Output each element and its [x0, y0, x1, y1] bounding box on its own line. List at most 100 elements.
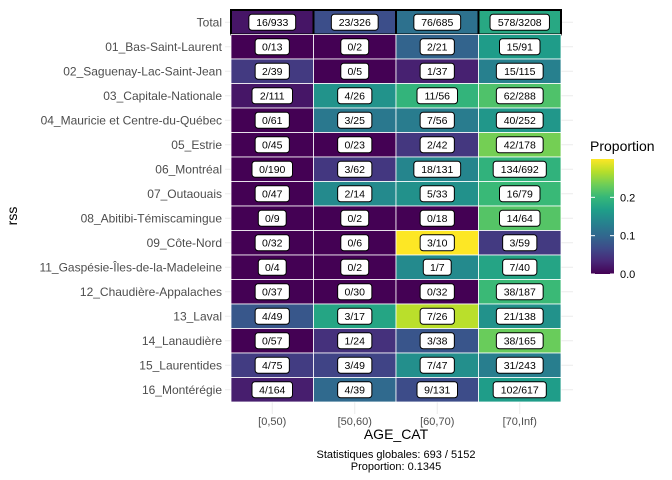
cell-label: 0/190 — [259, 164, 285, 176]
cell-label-box — [495, 136, 544, 154]
cell-label-box — [340, 258, 370, 276]
cell-label-box — [419, 38, 455, 56]
legend-tick-label: 0.1 — [620, 231, 635, 243]
cell-label: 31/243 — [504, 360, 536, 372]
cell-label: 0/23 — [345, 140, 366, 152]
cell-label: 7/26 — [427, 311, 448, 323]
cell-label: 1/37 — [427, 66, 448, 78]
cell-label-box — [416, 87, 458, 105]
cell-label-box — [499, 209, 541, 227]
cell-label: 0/37 — [262, 287, 283, 299]
cell-label-box — [340, 234, 370, 252]
cell-label-box — [495, 87, 544, 105]
y-tick-label: 09_Côte-Nord — [147, 236, 222, 250]
cell-label: 0/61 — [262, 115, 283, 127]
cell-label: 0/9 — [265, 213, 280, 225]
cell-label: 38/187 — [504, 287, 536, 299]
cell-label: 4/49 — [262, 311, 283, 323]
y-axis-title: rss — [4, 207, 20, 226]
cell-label-box — [499, 38, 541, 56]
cell-label: 4/39 — [345, 385, 366, 397]
y-tick-label: 13_Laval — [173, 309, 222, 323]
cell-label: 0/2 — [347, 213, 362, 225]
cell-label: 3/10 — [427, 238, 448, 250]
cell-label: 7/47 — [427, 360, 448, 372]
x-tick-labels: [0,50) [50,60) [60,70) [70,Inf) — [258, 416, 537, 428]
cell-label: 3/25 — [345, 115, 366, 127]
cell-label-box — [257, 209, 287, 227]
cell-label-box — [499, 185, 541, 203]
cell-label-box — [419, 307, 455, 325]
cell-label-box — [337, 381, 373, 399]
cell-label-box — [254, 234, 290, 252]
cell-label: 0/2 — [347, 42, 362, 54]
cell-label: 15/91 — [507, 42, 533, 54]
cell-label: 76/685 — [421, 17, 453, 29]
cell-label: 18/131 — [421, 164, 453, 176]
cell-label: 102/617 — [501, 385, 539, 397]
y-tick-label: 14_Lanaudière — [142, 334, 222, 348]
cell-label-box — [419, 111, 455, 129]
cell-label-box — [413, 160, 462, 178]
cell-label: 3/59 — [510, 238, 531, 250]
cell-label: 2/39 — [262, 66, 283, 78]
legend-tick-label: 0.2 — [620, 192, 635, 204]
x-tick-label: [70,Inf) — [503, 416, 537, 428]
cell-label: 0/5 — [347, 66, 362, 78]
cell-label: 578/3208 — [498, 17, 542, 29]
cell-label: 5/33 — [427, 189, 448, 201]
cell-label-box — [254, 356, 290, 374]
legend-colorbar — [591, 159, 614, 274]
cell-label-box — [495, 356, 544, 374]
legend-tick-label: 0.0 — [620, 269, 635, 281]
x-tick-label: [60,70) — [420, 416, 454, 428]
cell-label-box — [419, 283, 455, 301]
cell-label: 11/56 — [425, 91, 451, 103]
cell-label-box — [337, 356, 373, 374]
cell-label: 4/75 — [262, 360, 283, 372]
y-tick-label: 01_Bas-Saint-Laurent — [105, 40, 222, 54]
cell-label: 134/692 — [501, 164, 539, 176]
y-tick-label: 04_Mauricie et Centre-du-Québec — [41, 113, 222, 127]
cell-label-box — [416, 381, 458, 399]
cell-label: 16/933 — [256, 17, 288, 29]
cell-label-box — [337, 332, 373, 350]
cell-label-box — [257, 258, 287, 276]
cell-label: 0/13 — [262, 42, 283, 54]
cell-label: 2/42 — [427, 140, 448, 152]
y-tick-label: 08_Abitibi-Témiscamingue — [81, 211, 223, 225]
legend: Proportion 0.0 0.1 0.2 — [590, 138, 655, 281]
y-tick-labels: Total 01_Bas-Saint-Laurent 02_Saguenay-Lac… — [39, 15, 222, 397]
cell-label-box — [419, 185, 455, 203]
cell-label: 2/14 — [345, 189, 366, 201]
cell-label-box — [495, 307, 544, 325]
cell-label: 4/26 — [345, 91, 366, 103]
cell-label: 0/32 — [262, 238, 283, 250]
cell-label-box — [492, 381, 547, 399]
x-tick-label: [0,50) — [258, 416, 286, 428]
cell-label-box — [337, 185, 373, 203]
y-tick-label: 16_Montérégie — [142, 383, 222, 397]
cell-label-box — [254, 111, 290, 129]
cell-label: 14/64 — [507, 213, 533, 225]
y-tick-label: 11_Gaspésie-Îles-de-la-Madeleine — [39, 259, 222, 274]
cell-label-box — [254, 185, 290, 203]
legend-title: Proportion — [590, 138, 655, 154]
cell-label: 0/57 — [262, 336, 283, 348]
cell-label-box — [340, 209, 370, 227]
cell-label: 21/138 — [504, 311, 536, 323]
cell-label-box — [419, 209, 455, 227]
cell-label-box — [419, 356, 455, 374]
cell-label: 1/7 — [430, 262, 445, 274]
cell-label-box — [254, 332, 290, 350]
cell-label: 3/38 — [427, 336, 448, 348]
cell-label: 2/21 — [427, 42, 448, 54]
cell-label-box — [248, 13, 297, 31]
y-tick-label: 15_Laurentides — [139, 358, 222, 372]
legend-ticks: 0.0 0.1 0.2 — [591, 192, 635, 281]
cell-label-box — [337, 160, 373, 178]
cell-label: 38/165 — [504, 336, 536, 348]
y-tick-label: 12_Chaudière-Appalaches — [80, 285, 222, 299]
cell-label-box — [502, 258, 538, 276]
